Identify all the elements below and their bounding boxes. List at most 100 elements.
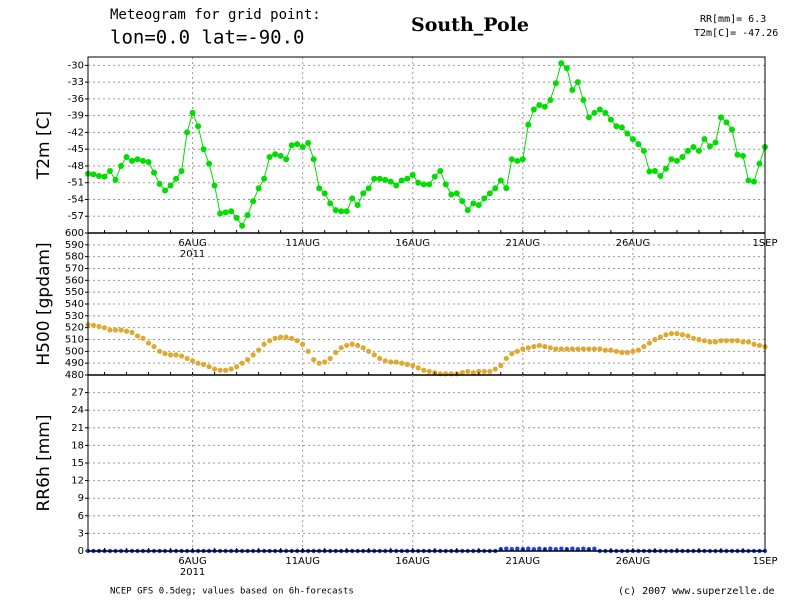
- y-tick-label: 21: [71, 423, 84, 434]
- data-point: [217, 367, 223, 373]
- place-name: South_Pole: [411, 14, 529, 36]
- data-point: [145, 159, 152, 166]
- data-point: [570, 546, 575, 551]
- data-point: [712, 339, 719, 345]
- data-point: [322, 359, 328, 365]
- data-point: [366, 348, 372, 354]
- y-tick-label: 590: [65, 240, 84, 251]
- data-point: [167, 352, 174, 358]
- data-point: [756, 160, 763, 167]
- data-point: [464, 207, 471, 214]
- data-point: [228, 366, 234, 372]
- y-tick-label: 570: [65, 264, 84, 275]
- data-point: [613, 123, 620, 130]
- x-tick-label: 21AUG: [506, 556, 541, 567]
- data-point: [607, 116, 614, 123]
- x-tick-label: 6AUG: [178, 556, 206, 567]
- y-tick-label: 6: [78, 511, 84, 522]
- data-point: [371, 352, 377, 358]
- year-label: 2011: [180, 567, 205, 578]
- data-point: [690, 143, 697, 150]
- data-point: [333, 349, 339, 356]
- data-point: [690, 335, 697, 341]
- data-point: [531, 344, 537, 350]
- y-tick-label: -33: [68, 77, 84, 88]
- data-point: [707, 339, 713, 345]
- data-point: [134, 333, 141, 339]
- y-tick-label: 9: [78, 493, 84, 504]
- data-point: [388, 359, 394, 365]
- data-point: [530, 106, 537, 113]
- data-point: [459, 198, 466, 205]
- data-point: [349, 341, 355, 347]
- data-point: [629, 136, 636, 143]
- data-point: [200, 361, 207, 367]
- data-point: [668, 156, 675, 163]
- y-tick-label: 3: [78, 528, 84, 539]
- data-point: [504, 546, 509, 551]
- data-point: [228, 208, 235, 215]
- y-tick-label: 540: [65, 299, 84, 310]
- data-point: [393, 359, 399, 365]
- y-tick-label: 500: [65, 346, 84, 357]
- data-point: [266, 154, 273, 161]
- data-point: [382, 176, 389, 183]
- data-point: [640, 147, 647, 154]
- y-axis-label: RR6h [mm]: [34, 414, 54, 511]
- data-point: [129, 329, 135, 335]
- data-point: [706, 143, 713, 150]
- data-point: [580, 346, 586, 352]
- y-tick-label: -48: [68, 161, 84, 172]
- data-point: [112, 327, 119, 333]
- data-point: [217, 210, 224, 217]
- data-point: [537, 546, 542, 551]
- data-point: [437, 167, 444, 174]
- data-point: [305, 348, 311, 354]
- data-point: [250, 352, 256, 358]
- data-point: [294, 338, 300, 344]
- data-point: [327, 200, 334, 207]
- data-point: [145, 340, 152, 346]
- data-point: [492, 185, 499, 192]
- y-tick-label: -51: [68, 178, 84, 189]
- data-point: [695, 147, 702, 154]
- data-point: [245, 357, 251, 363]
- data-point: [206, 364, 212, 370]
- data-point: [300, 341, 306, 347]
- data-point: [288, 142, 295, 149]
- y-axis-label: H500 [gpdam]: [34, 242, 54, 365]
- data-point: [316, 360, 322, 366]
- data-point: [189, 358, 196, 364]
- data-point: [740, 339, 746, 345]
- data-point: [569, 86, 576, 93]
- data-point: [343, 208, 350, 215]
- data-point: [520, 346, 526, 352]
- data-point: [107, 327, 113, 333]
- data-point: [277, 152, 284, 159]
- data-point: [630, 348, 636, 354]
- y-tick-label: 24: [71, 405, 84, 416]
- data-point: [558, 60, 565, 67]
- data-point: [585, 114, 592, 121]
- data-point: [272, 151, 279, 158]
- data-point: [360, 190, 367, 197]
- data-point: [470, 200, 477, 207]
- data-point: [756, 342, 763, 349]
- data-point: [541, 103, 548, 110]
- data-point: [608, 347, 614, 353]
- data-point: [420, 181, 427, 188]
- data-point: [90, 322, 97, 328]
- y-tick-label: 550: [65, 287, 84, 298]
- data-point: [657, 173, 664, 180]
- data-point: [624, 349, 630, 356]
- data-point: [267, 338, 273, 344]
- data-point: [162, 187, 169, 194]
- y-tick-label: 15: [71, 458, 84, 469]
- y-tick-label: 18: [71, 440, 84, 451]
- data-point: [580, 97, 587, 104]
- header-info1: RR[mm]= 6.3: [700, 14, 766, 25]
- data-point: [503, 355, 509, 362]
- data-point: [509, 351, 515, 357]
- data-point: [492, 366, 498, 372]
